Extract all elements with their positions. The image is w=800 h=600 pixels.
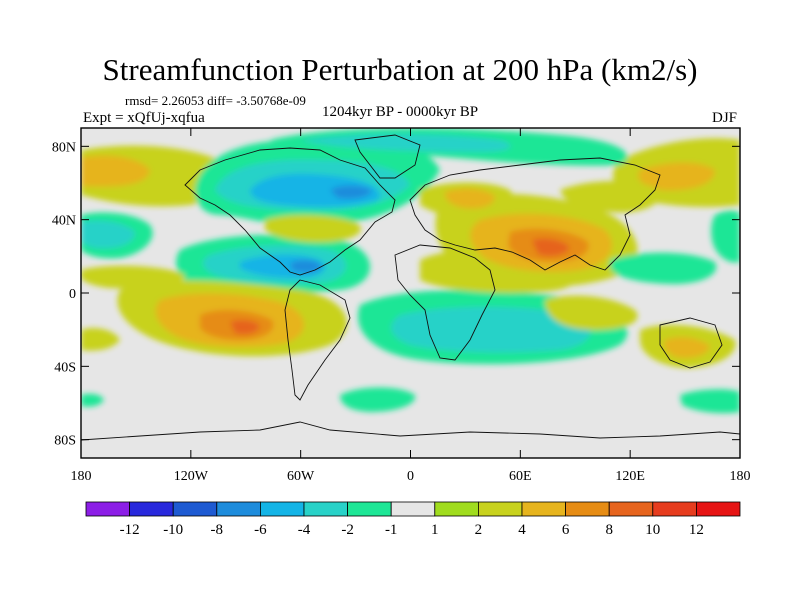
x-tick-label: 120E (615, 469, 645, 484)
experiment-label: Expt = xQfUj-xqfua (83, 110, 205, 126)
colorbar-swatch (216, 501, 261, 517)
y-tick-label: 40N (52, 214, 76, 229)
colorbar-label: -8 (211, 522, 224, 538)
period-label: 1204kyr BP - 0000kyr BP (322, 104, 479, 120)
africa-coast (394, 244, 496, 361)
colorbar-label: 6 (562, 522, 570, 538)
x-tick-label: 0 (407, 469, 414, 484)
colorbar-swatch (390, 501, 436, 517)
colorbar-label: 2 (475, 522, 483, 538)
colorbar-swatch (172, 501, 218, 517)
colorbar-swatch (652, 501, 697, 517)
colorbar-swatch (303, 501, 348, 517)
season-label: DJF (712, 110, 738, 126)
colorbar-label: -12 (120, 522, 140, 538)
coastlines (81, 134, 740, 441)
y-tick-label: 80S (54, 434, 76, 449)
eurasia-coast (409, 157, 661, 271)
x-tick-label: 60E (509, 469, 532, 484)
colorbar-swatch (565, 501, 610, 517)
chart-title: Streamfunction Perturbation at 200 hPa (… (102, 52, 698, 87)
colorbar: -12 -10 -8 -6 -4 -2 -1 1 2 4 6 8 10 12 (85, 501, 741, 538)
greenland-coast (354, 134, 421, 179)
colorbar-swatch (696, 501, 741, 517)
antarctica-coast (81, 421, 740, 441)
north-america-coast (184, 147, 396, 276)
y-tick-label: 40S (54, 360, 76, 375)
colorbar-label: 8 (605, 522, 613, 538)
australia-coast (659, 317, 723, 369)
colorbar-label: -2 (341, 522, 354, 538)
x-tick-label: 120W (174, 469, 209, 484)
colorbar-swatch (85, 501, 130, 517)
colorbar-label: 4 (518, 522, 526, 538)
colorbar-swatch (434, 501, 479, 517)
x-tick-label: 180 (71, 469, 92, 484)
colorbar-swatch (608, 501, 654, 517)
contour-fields (81, 128, 740, 414)
rmsd-diff-stats: rmsd= 2.26053 diff= -3.50768e-09 (125, 93, 306, 108)
colorbar-swatch (347, 501, 392, 517)
colorbar-label: 1 (431, 522, 439, 538)
y-axis: 80N 40N 0 40S 80S (52, 140, 740, 449)
colorbar-label: -4 (298, 522, 311, 538)
colorbar-swatch (477, 501, 523, 517)
colorbar-swatch (129, 501, 174, 517)
colorbar-swatch (259, 501, 305, 517)
x-tick-label: 180 (730, 469, 751, 484)
colorbar-label: -1 (385, 522, 398, 538)
x-axis: 180 120W 60W 0 60E 120E 180 (71, 128, 751, 484)
y-tick-label: 80N (52, 140, 76, 155)
colorbar-label: 12 (689, 522, 704, 538)
x-tick-label: 60W (287, 469, 315, 484)
colorbar-label: -10 (163, 522, 183, 538)
colorbar-swatch (521, 501, 566, 517)
colorbar-label: 10 (645, 522, 660, 538)
colorbar-label: -6 (254, 522, 267, 538)
y-tick-label: 0 (69, 287, 76, 302)
south-america-coast (284, 279, 351, 401)
